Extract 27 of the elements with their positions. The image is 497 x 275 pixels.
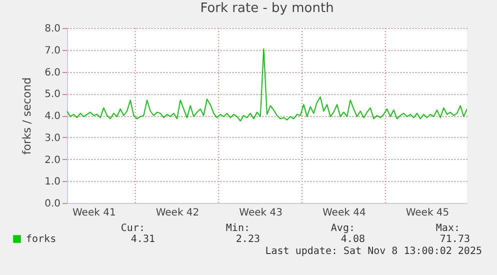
legend-label: forks <box>26 234 56 245</box>
y-tick-label: 3.0 <box>44 132 60 144</box>
chart-title: Fork rate - by month <box>200 1 334 16</box>
x-tick-label: Week 42 <box>156 208 200 218</box>
y-tick-label: 4.0 <box>44 111 60 122</box>
y-tick-label: 2.0 <box>44 154 60 166</box>
y-tick-label: 0.0 <box>44 198 60 210</box>
x-tick-label: Week 43 <box>239 208 282 218</box>
x-tick-label: Week 45 <box>406 208 450 218</box>
text: 4.31 <box>130 234 155 245</box>
y-tick-label: 7.0 <box>44 45 60 56</box>
y-axis-title: forks / second <box>20 77 34 155</box>
text: Cur: <box>120 223 145 234</box>
y-tick-label: 5.0 <box>44 89 60 100</box>
text: 4.08 <box>340 234 365 245</box>
text: Max: <box>436 223 460 234</box>
text: Avg: <box>330 223 355 234</box>
text: 2.23 <box>236 234 260 245</box>
x-tick-label: Week 41 <box>72 208 116 218</box>
x-tick-label: Week 44 <box>322 208 366 218</box>
text: Last update: Sat Nov 8 13:00:02 2025 <box>265 246 482 257</box>
text: Min: <box>226 223 250 234</box>
text: 71.73 <box>440 234 470 245</box>
y-tick-label: 8.0 <box>44 24 60 34</box>
y-tick-label: 6.0 <box>44 67 60 78</box>
y-tick-label: 1.0 <box>44 176 60 188</box>
line-series <box>67 48 467 122</box>
